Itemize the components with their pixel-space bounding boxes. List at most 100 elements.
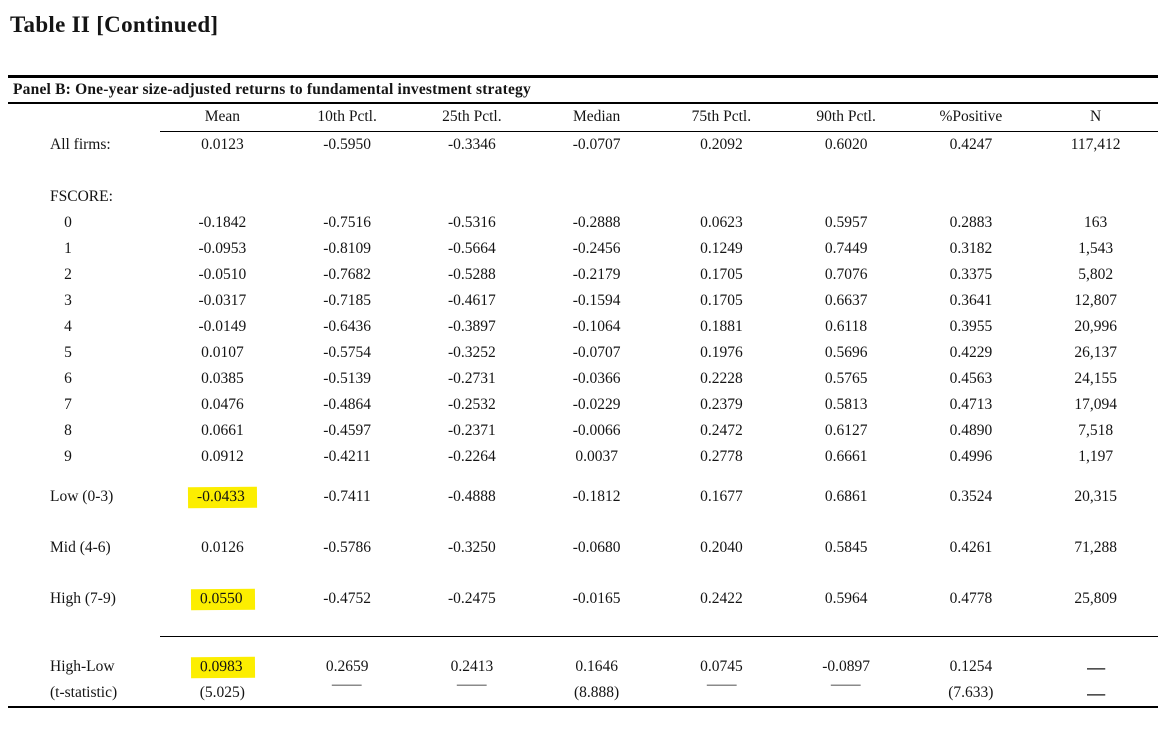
cell-value: -0.2731	[447, 370, 496, 387]
cell-value: 0.5957	[824, 214, 868, 231]
cell-value: 0.3375	[949, 266, 993, 283]
cell-value: (5.025)	[199, 684, 245, 701]
table-cell: -0.0066	[534, 422, 659, 440]
table-cell: 0.0123	[160, 136, 285, 154]
table-cell: -0.5664	[410, 240, 535, 258]
cell-value: 0.4778	[949, 590, 993, 607]
cell-value: 0.5964	[824, 590, 868, 607]
table-cell: 0.2092	[659, 136, 784, 154]
table-row: Mid (4-6) 0.0126 -0.5786 -0.3250 -0.0680 0.2…	[8, 535, 1158, 561]
table-cell: 0.6637	[784, 292, 909, 310]
table-cell: -0.2532	[410, 396, 535, 414]
table-cell: 0.4229	[909, 344, 1034, 362]
table-row: 0 -0.1842 -0.7516 -0.5316 -0.2888 0.0623 0.59…	[8, 210, 1158, 236]
table-cell: 0.4890	[909, 422, 1034, 440]
cell-value: 12,807	[1074, 292, 1117, 309]
cell-value: -0.8109	[323, 240, 372, 257]
table-cell: -0.0510	[160, 266, 285, 284]
cell-value: (7.633)	[948, 684, 994, 701]
table-cell: 0.1254	[909, 658, 1034, 676]
cell-value: -0.5316	[447, 214, 496, 231]
row-label: 4	[64, 318, 72, 335]
table-cell: -0.5786	[285, 539, 410, 557]
cell-value: -0.0149	[198, 318, 247, 335]
table-cell: 0.6861	[784, 488, 909, 506]
table-cell: 0.5696	[784, 344, 909, 362]
cell-value: -0.3346	[447, 136, 496, 153]
cell-value: 0.4261	[949, 539, 993, 556]
table-cell: -0.7185	[285, 292, 410, 310]
table-cell: -0.0165	[534, 590, 659, 608]
table-cell: -0.3346	[410, 136, 535, 154]
table-cell: 0.0745	[659, 658, 784, 676]
table-cell: 5,802	[1033, 266, 1158, 284]
cell-value: 5,802	[1078, 266, 1114, 283]
cell-value: -0.5950	[323, 136, 372, 153]
cell-value: -0.3250	[447, 539, 496, 556]
table-cell: —	[659, 676, 784, 702]
cell-value: 0.4563	[949, 370, 993, 387]
table-cell: 0.0983	[160, 656, 285, 678]
cell-value: -0.0897	[822, 658, 871, 675]
table-cell: 0.6118	[784, 318, 909, 336]
cell-value: 0.1705	[700, 292, 743, 309]
table-row: 2 -0.0510 -0.7682 -0.5288 -0.2179 0.1705 0.70…	[8, 262, 1158, 288]
cell-value: 0.0661	[201, 422, 244, 439]
cell-value: -0.4888	[447, 488, 496, 505]
row-label: FSCORE:	[50, 188, 113, 205]
cell-value: 0.2883	[949, 214, 993, 231]
cell-value: 0.1254	[949, 658, 993, 675]
table-cell: -0.5754	[285, 344, 410, 362]
row-label: 6	[64, 370, 72, 387]
table-cell: —	[285, 676, 410, 702]
table-row: 7 0.0476 -0.4864 -0.2532 -0.0229 0.2379 0.581…	[8, 392, 1158, 418]
cell-value: 0.0476	[201, 396, 244, 413]
table-cell: -0.2179	[534, 266, 659, 284]
cell-value: -0.0953	[198, 240, 247, 257]
table-cell: 0.0550	[160, 588, 285, 610]
cell-value: -0.2264	[447, 448, 496, 465]
table-cell: -0.0953	[160, 240, 285, 258]
table-row: 4 -0.0149 -0.6436 -0.3897 -0.1064 0.1881 0.61…	[8, 314, 1158, 340]
highlighted-value: -0.0433	[187, 486, 257, 508]
table-cell: -0.3897	[410, 318, 535, 336]
cell-value: —	[706, 676, 737, 693]
cell-value: 24,155	[1074, 370, 1117, 387]
table-cell: -0.2888	[534, 214, 659, 232]
table-cell: 20,315	[1033, 488, 1158, 506]
table-cell: -0.0229	[534, 396, 659, 414]
cell-value: 20,996	[1074, 318, 1117, 335]
row-spacer	[8, 638, 1158, 654]
cell-value: -0.2888	[572, 214, 621, 231]
cell-value: 0.0745	[700, 658, 743, 675]
table-cell: -0.5139	[285, 370, 410, 388]
table-cell: -0.4597	[285, 422, 410, 440]
table-cell: -0.5288	[410, 266, 535, 284]
table-cell: 0.0661	[160, 422, 285, 440]
cell-value: -0.0165	[572, 590, 621, 607]
cell-value: -0.7682	[323, 266, 372, 283]
table-cell: 0.3375	[909, 266, 1034, 284]
table-cell: 0.5964	[784, 590, 909, 608]
cell-value: 0.6127	[824, 422, 868, 439]
table-cell: -0.8109	[285, 240, 410, 258]
table-cell: -0.4211	[285, 448, 410, 466]
table-cell: 20,996	[1033, 318, 1158, 336]
table-cell: 0.2883	[909, 214, 1034, 232]
cell-value: -0.0066	[572, 422, 621, 439]
column-header-n: N	[1033, 104, 1158, 132]
column-header-median: Median	[534, 104, 659, 132]
cell-value: 0.3641	[949, 292, 993, 309]
cell-value: (8.888)	[574, 684, 620, 701]
table-cell: 0.1705	[659, 266, 784, 284]
row-label-header	[8, 104, 160, 132]
cell-value: 0.1646	[575, 658, 618, 675]
cell-value: 0.0385	[201, 370, 244, 387]
cell-value: 0.2422	[700, 590, 743, 607]
table-cell: -0.1064	[534, 318, 659, 336]
table-row: FSCORE:	[8, 184, 1158, 210]
cell-value: 0.2228	[700, 370, 743, 387]
cell-value: 163	[1084, 214, 1108, 231]
cell-value: -0.5786	[323, 539, 372, 556]
cell-value: 0.1881	[700, 318, 743, 335]
